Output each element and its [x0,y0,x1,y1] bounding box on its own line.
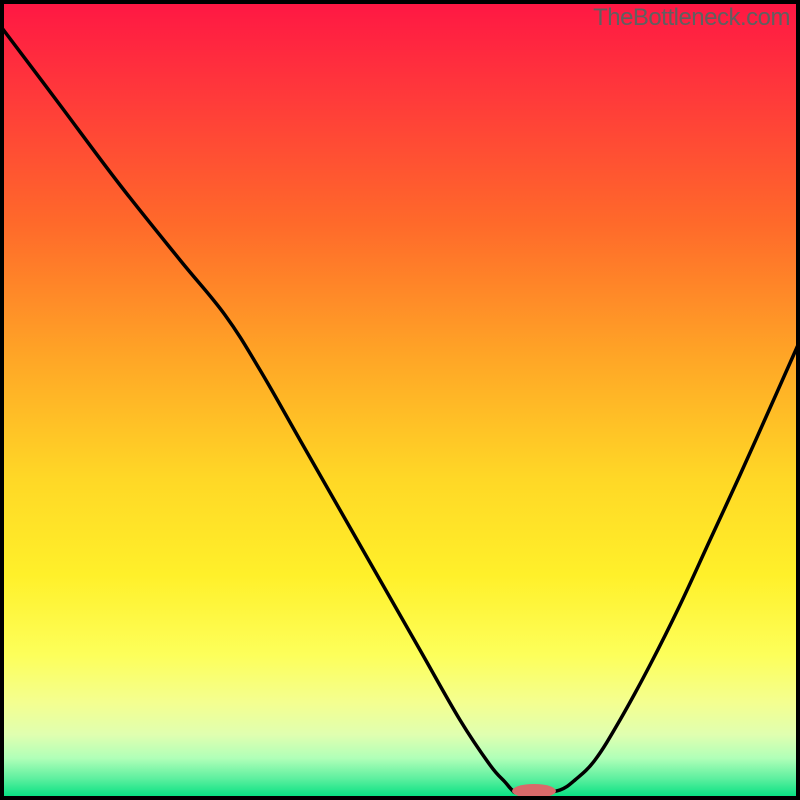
optimum-marker [512,784,556,798]
chart-container: { "watermark": { "text": "TheBottleneck.… [0,0,800,800]
watermark-text: TheBottleneck.com [593,4,790,32]
bottleneck-chart [0,0,800,800]
chart-background [2,2,798,798]
